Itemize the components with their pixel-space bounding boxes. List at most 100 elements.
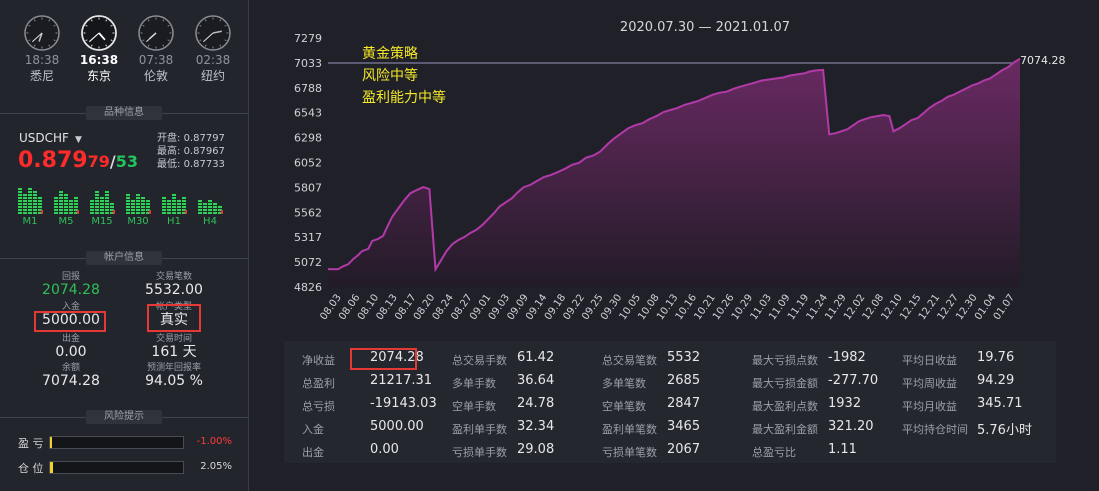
clock-sydney[interactable]: 18:38 悉尼 xyxy=(18,14,66,84)
signal-bar xyxy=(90,199,94,214)
timeframe-label: M1 xyxy=(22,216,38,227)
stat-value: -277.70 xyxy=(828,373,879,388)
symbol-name: USDCHF xyxy=(19,131,69,145)
timeframe-label: M5 xyxy=(58,216,74,227)
signal-bar xyxy=(100,196,104,214)
stat-label: 平均月收益 xyxy=(902,400,957,413)
stat-label: 总亏损 xyxy=(302,400,335,413)
stat-label: 亏损单笔数 xyxy=(602,446,657,459)
timeframe-m15[interactable]: M15 xyxy=(89,180,115,232)
risk-position-label: 仓 位 xyxy=(18,462,44,475)
stat-value: 2074.28 xyxy=(370,350,424,365)
clock-london[interactable]: 07:38 伦敦 xyxy=(132,14,180,84)
clock-city: 东京 xyxy=(86,69,111,83)
signal-bar xyxy=(18,188,22,214)
signal-bar xyxy=(110,202,114,214)
stat-value: 32.34 xyxy=(517,419,555,434)
stat-label: 净收益 xyxy=(302,354,335,367)
chart-title: 2020.07.30 — 2021.01.07 xyxy=(620,20,790,35)
y-tick-label: 7033 xyxy=(294,57,322,70)
section-title: 风险提示 xyxy=(86,410,162,424)
signal-bar xyxy=(131,199,135,214)
account-return: 回报 2074.28 xyxy=(42,272,100,298)
y-tick-label: 6298 xyxy=(294,132,322,145)
account-trades: 交易笔数 5532.00 xyxy=(145,272,203,298)
stat-value: -19143.03 xyxy=(370,396,437,411)
signal-bar xyxy=(38,196,42,214)
signal-bar xyxy=(203,203,207,214)
clock-city: 伦敦 xyxy=(143,69,168,83)
stat-value: 5.76小时 xyxy=(977,423,1032,438)
stat-label: 平均周收益 xyxy=(902,377,957,390)
risk-pnl-label: 盈 亏 xyxy=(18,437,44,450)
account-type: 帐户类型 真实 xyxy=(155,302,192,328)
clock-new-york[interactable]: 02:38 纽约 xyxy=(189,14,237,84)
clock-icon xyxy=(138,15,174,51)
signal-bar xyxy=(126,193,130,214)
stat-value: 24.78 xyxy=(517,396,555,411)
price-separator: / xyxy=(109,152,116,171)
quote-panel: 开盘: 0.87797 最高: 0.87967 最低: 0.87733 xyxy=(157,132,225,171)
section-title: 品种信息 xyxy=(86,106,162,120)
stat-label: 多单笔数 xyxy=(602,377,646,390)
signal-bar xyxy=(218,205,222,214)
account-annual-return: 预测年回报率 94.05 % xyxy=(145,363,203,389)
y-tick-label: 6788 xyxy=(294,82,322,95)
timeframe-m5[interactable]: M5 xyxy=(53,180,79,232)
risk-pnl-bar xyxy=(49,436,184,449)
clock-city: 纽约 xyxy=(200,69,225,83)
clock-icon xyxy=(81,15,117,51)
signal-bar xyxy=(198,200,202,214)
y-tick-label: 5807 xyxy=(294,181,322,194)
timeframe-m30[interactable]: M30 xyxy=(125,180,151,232)
stat-value: 345.71 xyxy=(977,396,1023,411)
timeframe-label: M15 xyxy=(91,216,113,227)
highlight-deposit xyxy=(34,311,106,332)
section-header-account: 帐户信息 xyxy=(0,251,248,265)
stat-value: 94.29 xyxy=(977,373,1015,388)
quote-open: 开盘: 0.87797 xyxy=(157,133,225,144)
timeframe-h1[interactable]: H1 xyxy=(161,180,187,232)
y-tick-label: 6543 xyxy=(294,107,322,120)
stat-value: 21217.31 xyxy=(370,373,433,388)
y-tick-label: 4826 xyxy=(294,281,322,294)
stat-label: 入金 xyxy=(302,423,324,436)
stat-value: 2685 xyxy=(667,373,701,388)
section-header-symbol: 品种信息 xyxy=(0,106,248,120)
stat-value: -1982 xyxy=(828,350,866,365)
world-clocks: 18:38 悉尼 16:38 东京 07:38 伦敦 02:38 纽约 xyxy=(10,14,240,96)
stat-label: 出金 xyxy=(302,446,324,459)
clock-tokyo[interactable]: 16:38 东京 xyxy=(75,14,123,84)
timeframe-label: M30 xyxy=(127,216,149,227)
stat-label: 最大亏损金额 xyxy=(752,377,818,390)
timeframe-signal-bars: M1 M5 M15 M30 H1 H4 xyxy=(17,180,229,232)
stat-value: 3465 xyxy=(667,419,701,434)
account-trading-time: 交易时间 161 天 xyxy=(151,334,197,360)
signal-bar xyxy=(177,199,181,214)
stat-label: 盈利单笔数 xyxy=(602,423,657,436)
timeframe-m1[interactable]: M1 xyxy=(17,180,43,232)
stat-label: 空单笔数 xyxy=(602,400,646,413)
y-tick-label: 6052 xyxy=(294,157,322,170)
y-tick-label: 5562 xyxy=(294,206,322,219)
clock-icon xyxy=(195,15,231,51)
equity-chart: 2020.07.30 — 2021.01.07 4826 5072 5317 5562… xyxy=(294,20,1066,322)
signal-bar xyxy=(54,197,58,214)
signal-bar xyxy=(208,199,212,214)
stat-value: 1.11 xyxy=(828,442,857,457)
y-tick-label: 5072 xyxy=(294,256,322,269)
y-tick-label: 7279 xyxy=(294,32,322,45)
clock-city: 悉尼 xyxy=(29,69,54,83)
stat-label: 最大盈利金额 xyxy=(752,423,818,436)
strategy-annotation: 盈利能力中等 xyxy=(362,89,446,106)
stat-value: 61.42 xyxy=(517,350,555,365)
stat-label: 多单手数 xyxy=(452,377,496,390)
timeframe-h4[interactable]: H4 xyxy=(197,180,223,232)
symbol-selector[interactable]: USDCHF ▼ xyxy=(19,131,82,145)
account-withdraw: 出金 0.00 xyxy=(55,334,87,360)
price-display: 0.87979/53 xyxy=(18,148,138,173)
stat-value: 1932 xyxy=(828,396,862,411)
stat-value: 2847 xyxy=(667,396,701,411)
account-deposit: 入金 5000.00 xyxy=(42,302,100,328)
signal-bar xyxy=(136,194,140,214)
